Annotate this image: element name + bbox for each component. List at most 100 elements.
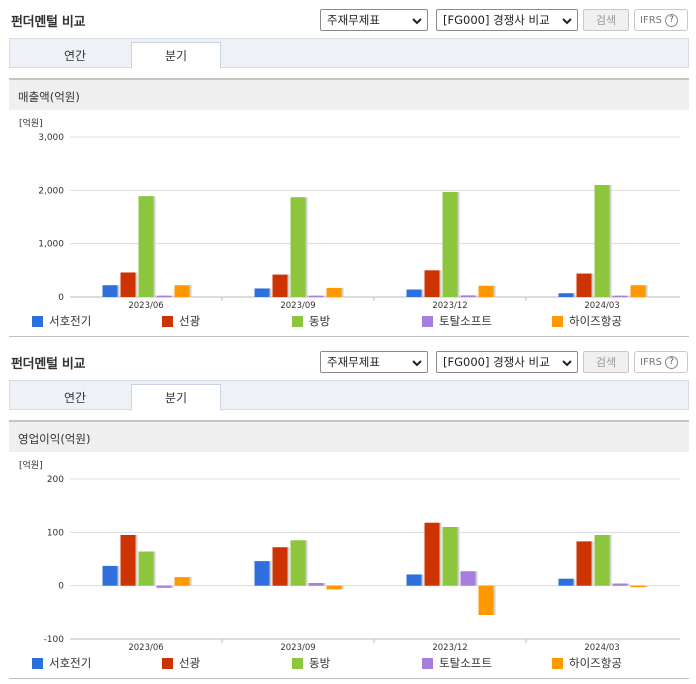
x-tick-label: 2024/03 xyxy=(584,301,619,310)
bar-하이즈항공-2023/06 xyxy=(174,577,190,586)
legend-item[interactable]: 동방 xyxy=(292,655,330,671)
x-tick-label: 2024/03 xyxy=(584,643,619,652)
ifrs-label: IFRS xyxy=(640,14,662,26)
period-tabs: 연간 분기 xyxy=(9,38,689,69)
bar-토탈소프트-2023/09 xyxy=(308,295,324,298)
panel-header: 펀더멘털 비교 주재무제표 [FG000] 경쟁사 비교 검색 IFRS ? xyxy=(0,0,696,36)
y-tick-label: 1,000 xyxy=(38,240,64,250)
bar-토탈소프트-2023/12 xyxy=(460,571,476,586)
legend-swatch xyxy=(292,657,303,669)
bar-동방-2023/06 xyxy=(138,196,154,297)
chart-subtitle: 영업이익(억원) xyxy=(18,432,91,446)
fundamental-panel-revenue: 펀더멘털 비교 주재무제표 [FG000] 경쟁사 비교 검색 IFRS ? 연… xyxy=(0,0,696,337)
x-tick-label: 2023/09 xyxy=(280,301,315,310)
legend-swatch xyxy=(32,315,43,327)
legend-swatch xyxy=(292,315,303,327)
statement-select-value: 주재무제표 xyxy=(327,355,380,369)
chevron-down-icon xyxy=(412,18,422,25)
compare-select[interactable]: [FG000] 경쟁사 비교 xyxy=(436,9,578,31)
search-button[interactable]: 검색 xyxy=(583,351,629,373)
bar-서호전기-2023/09 xyxy=(254,561,270,586)
y-tick-label: -100 xyxy=(44,635,65,645)
x-tick-label: 2023/12 xyxy=(432,643,467,652)
bar-서호전기-2023/09 xyxy=(254,288,270,297)
compare-select[interactable]: [FG000] 경쟁사 비교 xyxy=(436,351,578,373)
bar-선광-2023/06 xyxy=(120,272,136,297)
bar-하이즈항공-2023/12 xyxy=(478,285,494,297)
legend-item[interactable]: 서호전기 xyxy=(32,313,91,329)
legend-label: 하이즈항공 xyxy=(569,314,622,328)
legend-label: 토탈소프트 xyxy=(439,656,492,670)
fundamental-panel-operating-profit: 펀더멘털 비교 주재무제표 [FG000] 경쟁사 비교 검색 IFRS ? 연… xyxy=(0,342,696,684)
panel-title: 펀더멘털 비교 xyxy=(11,357,86,372)
bar-동방-2023/09 xyxy=(290,197,306,297)
statement-select[interactable]: 주재무제표 xyxy=(320,9,428,31)
panel-title: 펀더멘털 비교 xyxy=(11,15,86,30)
legend-label: 동방 xyxy=(309,656,331,670)
panel-divider xyxy=(9,678,689,679)
help-icon: ? xyxy=(665,355,678,369)
x-tick-label: 2023/06 xyxy=(128,643,163,652)
bar-하이즈항공-2023/09 xyxy=(326,287,342,297)
chevron-down-icon xyxy=(412,360,422,367)
y-tick-label: 2,000 xyxy=(38,186,64,196)
tab-quarterly[interactable]: 분기 xyxy=(131,384,221,411)
bar-하이즈항공-2024/03 xyxy=(630,585,646,588)
legend-item[interactable]: 하이즈항공 xyxy=(552,313,622,329)
legend-swatch xyxy=(422,657,433,669)
legend-item[interactable]: 서호전기 xyxy=(32,655,91,671)
ifrs-label: IFRS xyxy=(640,356,662,368)
period-tabs: 연간 분기 xyxy=(9,380,689,411)
compare-select-value: [FG000] 경쟁사 비교 xyxy=(443,13,550,27)
legend-swatch xyxy=(162,657,173,669)
legend-label: 선광 xyxy=(179,656,201,670)
tab-annual[interactable]: 연간 xyxy=(63,391,87,405)
bar-서호전기-2023/06 xyxy=(102,565,118,586)
chart-legend: 서호전기 선광 동방 토탈소프트 하이즈항공 xyxy=(0,313,696,331)
legend-item[interactable]: 하이즈항공 xyxy=(552,655,622,671)
legend-swatch xyxy=(32,657,43,669)
x-tick-label: 2023/06 xyxy=(128,301,163,310)
legend-item[interactable]: 선광 xyxy=(162,313,200,329)
bar-동방-2023/12 xyxy=(442,527,458,586)
bar-하이즈항공-2023/12 xyxy=(478,585,494,615)
operating-profit-chart: [억원] -100 0 100 200 2023/06 2023/09 2023/12 2024… xyxy=(19,459,680,652)
bar-선광-2024/03 xyxy=(576,541,592,586)
legend-item[interactable]: 토탈소프트 xyxy=(422,313,492,329)
tab-annual[interactable]: 연간 xyxy=(63,49,87,63)
y-tick-label: 0 xyxy=(58,582,64,592)
statement-select[interactable]: 주재무제표 xyxy=(320,351,428,373)
chart-subtitle-bar: 매출액(억원) xyxy=(9,78,689,110)
ifrs-help-button[interactable]: IFRS ? xyxy=(634,351,688,373)
bar-동방-2023/06 xyxy=(138,551,154,586)
bar-토탈소프트-2024/03 xyxy=(612,583,628,586)
bar-하이즈항공-2024/03 xyxy=(630,285,646,297)
chevron-down-icon xyxy=(562,18,572,25)
bar-토탈소프트-2023/06 xyxy=(156,295,172,298)
bar-동방-2023/12 xyxy=(442,191,458,297)
legend-swatch xyxy=(162,315,173,327)
bar-토탈소프트-2023/09 xyxy=(308,583,324,586)
bar-선광-2024/03 xyxy=(576,273,592,297)
chart-legend: 서호전기 선광 동방 토탈소프트 하이즈항공 xyxy=(0,655,696,673)
legend-label: 서호전기 xyxy=(49,656,92,670)
bar-서호전기-2023/12 xyxy=(406,289,422,297)
bar-선광-2023/09 xyxy=(272,274,288,297)
legend-item[interactable]: 동방 xyxy=(292,313,330,329)
legend-item[interactable]: 토탈소프트 xyxy=(422,655,492,671)
ifrs-help-button[interactable]: IFRS ? xyxy=(634,9,688,31)
chart-subtitle: 매출액(억원) xyxy=(18,90,80,104)
bar-서호전기-2024/03 xyxy=(558,578,574,586)
bar-동방-2024/03 xyxy=(594,185,610,297)
bar-선광-2023/12 xyxy=(424,270,440,297)
bar-토탈소프트-2023/06 xyxy=(156,585,172,588)
y-tick-label: 200 xyxy=(47,475,64,485)
bar-서호전기-2023/06 xyxy=(102,285,118,297)
x-tick-label: 2023/12 xyxy=(432,301,467,310)
legend-item[interactable]: 선광 xyxy=(162,655,200,671)
search-button[interactable]: 검색 xyxy=(583,9,629,31)
tab-quarterly[interactable]: 분기 xyxy=(131,42,221,69)
chevron-down-icon xyxy=(562,360,572,367)
y-unit-label: [억원] xyxy=(19,117,43,129)
bar-토탈소프트-2023/12 xyxy=(460,295,476,297)
